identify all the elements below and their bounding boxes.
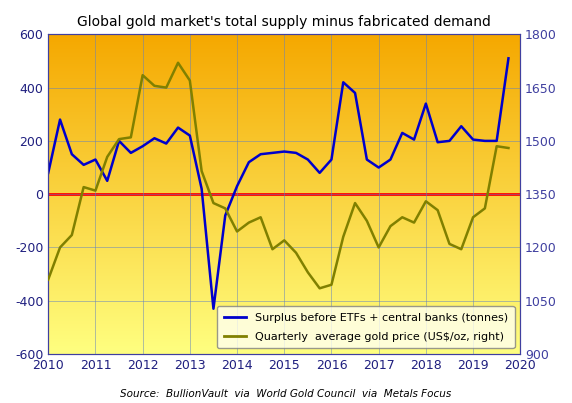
Text: Source:  BullionVault  via  World Gold Council  via  Metals Focus: Source: BullionVault via World Gold Coun…: [120, 389, 452, 399]
Legend: Surplus before ETFs + central banks (tonnes), Quarterly  average gold price (US$: Surplus before ETFs + central banks (ton…: [217, 306, 515, 349]
Title: Global gold market's total supply minus fabricated demand: Global gold market's total supply minus …: [77, 15, 491, 29]
